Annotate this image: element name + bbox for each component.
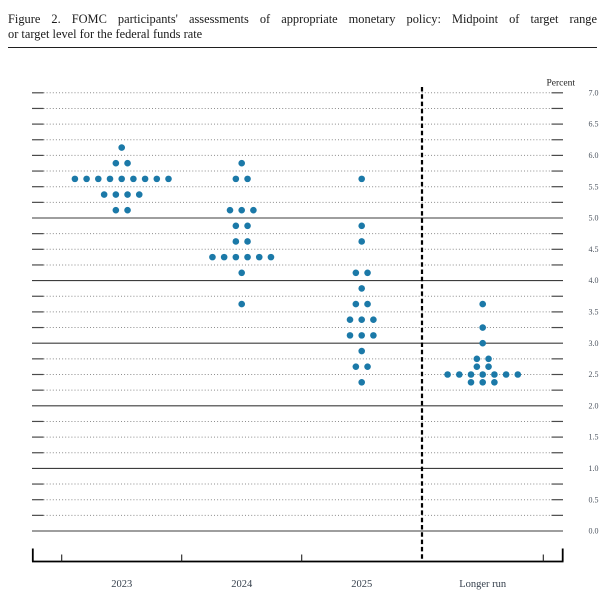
projection-dot [352, 269, 360, 277]
y-axis-label: 4.0 [589, 276, 599, 285]
projection-dot [473, 355, 481, 363]
projection-dot [244, 238, 251, 245]
projection-dot [244, 175, 251, 183]
y-axis-label: 6.5 [589, 120, 599, 129]
projection-dot [358, 238, 366, 245]
y-axis-unit-label: Percent [547, 79, 576, 89]
projection-dot [514, 371, 522, 378]
x-axis-category-label: 2023 [111, 579, 132, 590]
projection-dot [370, 332, 377, 339]
figure-caption-line1: Figure 2. FOMC participants' assessments… [8, 12, 597, 26]
projection-dot [112, 159, 120, 167]
projection-dot [444, 371, 451, 378]
projection-dot [352, 363, 360, 370]
projection-dot [232, 175, 240, 183]
projection-dot [209, 253, 216, 261]
projection-dot [165, 175, 172, 183]
projection-dot [238, 159, 245, 167]
projection-dot [485, 363, 492, 370]
projection-dot [479, 339, 487, 347]
projection-dot [244, 222, 251, 230]
projection-dot [95, 175, 102, 183]
figure-caption: Figure 2. FOMC participants' assessments… [8, 12, 597, 42]
y-axis-label: 7.0 [589, 88, 599, 97]
y-axis-label: 3.5 [589, 308, 599, 317]
projection-dot [479, 379, 487, 386]
projection-dot [226, 206, 234, 214]
projection-dot [358, 332, 366, 339]
y-axis-label: 2.0 [589, 401, 599, 410]
projection-dot [220, 253, 228, 261]
projection-dot [358, 285, 366, 292]
projection-dot [112, 206, 120, 214]
x-axis-category-label: 2024 [231, 579, 253, 590]
projection-dot [358, 379, 366, 386]
y-axis-label: 4.5 [589, 245, 599, 254]
projection-dot [118, 144, 125, 151]
x-axis-category-label: Longer run [459, 579, 507, 590]
projection-dot [346, 332, 354, 339]
projection-dot [364, 269, 371, 277]
projection-dot [238, 300, 245, 308]
projection-dot [491, 371, 498, 378]
projection-dot [358, 222, 366, 230]
projection-dot [232, 238, 240, 245]
projection-dot [250, 206, 257, 214]
projection-dot [141, 175, 149, 183]
projection-dot [364, 363, 371, 370]
projection-dot [124, 159, 131, 167]
projection-dot [238, 206, 245, 214]
projection-dot [130, 175, 137, 183]
projection-dot [467, 379, 475, 386]
projection-dot [358, 347, 366, 355]
projection-dot [467, 371, 475, 378]
projection-dot [473, 363, 481, 370]
projection-dot [153, 175, 161, 183]
projection-dot [71, 175, 79, 183]
projection-dot [244, 253, 251, 261]
projection-dot [479, 371, 487, 378]
y-axis-label: 1.5 [589, 433, 599, 442]
projection-dot [83, 175, 90, 183]
projection-dot [124, 191, 131, 198]
projection-dot [346, 316, 354, 324]
y-axis-label: 1.0 [589, 464, 599, 473]
projection-dot [364, 300, 371, 308]
projection-dot [118, 175, 125, 183]
projection-dot [232, 222, 240, 230]
y-axis-label: 5.5 [589, 182, 599, 191]
projection-dot [491, 379, 498, 386]
projection-dot [485, 355, 492, 363]
projection-dot [456, 371, 463, 378]
projection-dot [112, 191, 120, 198]
x-axis-category-label: 2025 [351, 579, 372, 590]
projection-dot [352, 300, 360, 308]
projection-dot [479, 300, 487, 308]
projection-dot [255, 253, 263, 261]
y-axis-label: 5.0 [589, 214, 599, 223]
y-axis-label: 6.0 [589, 151, 599, 160]
projection-dot [358, 175, 366, 183]
projection-dot [502, 371, 510, 378]
y-axis-label: 2.5 [589, 370, 599, 379]
projection-dot [238, 269, 245, 277]
caption-rule [8, 47, 597, 48]
projection-dot [358, 316, 366, 324]
y-axis-label: 0.0 [589, 527, 599, 536]
projection-dot [100, 191, 108, 198]
projection-dot [124, 206, 131, 214]
projection-dot [479, 324, 487, 331]
y-axis-label: 0.5 [589, 495, 599, 504]
projection-dot [232, 253, 240, 261]
projection-dot [370, 316, 377, 324]
projection-dot [135, 191, 143, 198]
projection-dot [267, 253, 275, 261]
figure-caption-line2: or target level for the federal funds ra… [8, 27, 203, 41]
y-axis-label: 3.0 [589, 339, 599, 348]
projection-dot [106, 175, 114, 183]
